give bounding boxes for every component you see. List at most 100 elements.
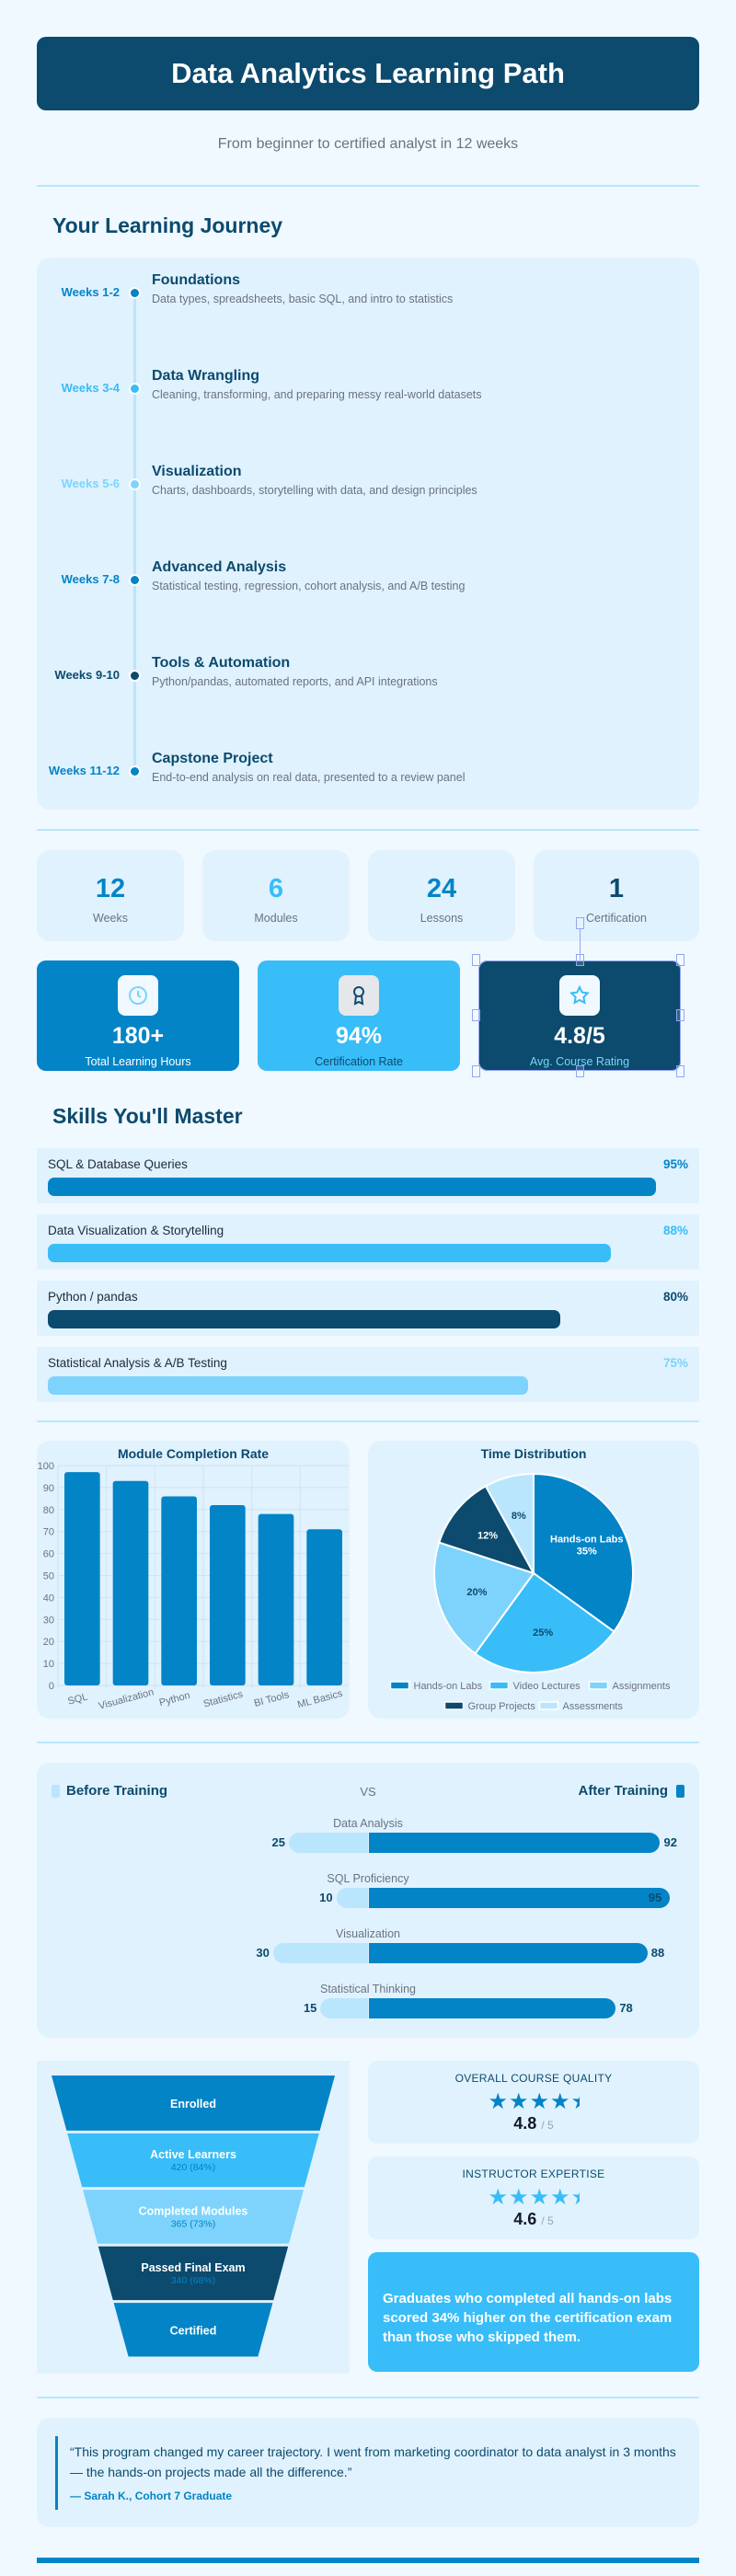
highlight-label: Certification Rate (315, 1055, 403, 1068)
resize-handle[interactable] (676, 954, 684, 966)
y-tick-label: 0 (49, 1681, 54, 1692)
resize-handle[interactable] (472, 1065, 480, 1077)
legend-after: After Training (578, 1783, 668, 1799)
y-tick-label: 90 (43, 1483, 54, 1494)
stat-value: 12 (95, 874, 126, 903)
resize-handle[interactable] (576, 954, 584, 966)
stat-label: Lessons (420, 912, 464, 925)
pie-slice[interactable] (433, 1541, 535, 1655)
highlight-label: Total Learning Hours (85, 1055, 191, 1068)
funnel-stage[interactable] (98, 2246, 289, 2301)
resize-handle[interactable] (472, 1009, 480, 1021)
funnel-stage[interactable] (113, 2303, 273, 2357)
after-value: 88 (650, 1946, 665, 1960)
y-tick-label: 60 (43, 1549, 54, 1560)
timeline-desc: Statistical testing, regression, cohort … (152, 580, 466, 592)
funnel-stage-label: Passed Final Exam (141, 2261, 245, 2274)
rotate-handle-line (580, 928, 581, 960)
resize-handle[interactable] (576, 917, 584, 929)
x-tick-label: ML Basics (296, 1688, 344, 1711)
funnel-stage-label: Completed Modules (139, 2205, 248, 2218)
bar[interactable] (258, 1513, 294, 1685)
slice-label: 20% (466, 1587, 487, 1598)
timeline-item: Weeks 3-4 Data Wrangling Cleaning, transfo… (0, 368, 699, 412)
pie-slice[interactable] (484, 1472, 535, 1574)
journey-heading: Your Learning Journey (52, 213, 283, 237)
divider (37, 185, 699, 187)
after-bar[interactable] (369, 1833, 661, 1853)
slice-label: 35% (577, 1547, 597, 1558)
skills-heading: Skills You'll Master (52, 1104, 243, 1128)
bar[interactable] (306, 1529, 342, 1685)
pie-slice[interactable] (438, 1485, 536, 1575)
timeline-weeks: Weeks 7-8 (61, 572, 120, 586)
pie-slice[interactable] (474, 1571, 615, 1673)
bar[interactable] (161, 1496, 197, 1685)
legend-label[interactable]: Group Projects (468, 1701, 536, 1712)
legend-label[interactable]: Hands-on Labs (414, 1681, 483, 1692)
legend-swatch (588, 1681, 609, 1690)
after-bar[interactable] (369, 1888, 670, 1908)
testimonial-quote: “This program changed my career trajecto… (70, 2444, 676, 2479)
timeline-line (133, 296, 136, 775)
after-bar[interactable] (369, 1943, 648, 1963)
rating-title: OVERALL COURSE QUALITY (454, 2072, 613, 2085)
legend-label[interactable]: Assessments (563, 1701, 624, 1712)
resize-handle[interactable] (576, 1065, 584, 1077)
funnel-stage[interactable] (52, 2076, 335, 2131)
highlight-value: 94% (335, 1023, 383, 1049)
resize-handle[interactable] (472, 954, 480, 966)
funnel-stage[interactable] (67, 2133, 319, 2188)
timeline-desc: Data types, spreadsheets, basic SQL, and… (152, 293, 454, 305)
bar[interactable] (64, 1472, 100, 1685)
funnel-stage[interactable] (83, 2190, 304, 2244)
star-half-icon: ★ (571, 2186, 580, 2210)
timeline-title: Visualization (152, 464, 242, 479)
y-tick-label: 20 (43, 1637, 54, 1648)
star-icon (559, 975, 600, 1016)
legend-swatch-before (52, 1785, 60, 1798)
slice-label: 8% (512, 1511, 526, 1522)
timeline-item: Weeks 1-2 Foundations Data types, spreadsh… (0, 272, 699, 316)
timeline-item: Weeks 7-8 Advanced Analysis Statistical te… (0, 559, 699, 604)
clock-icon (118, 975, 158, 1016)
before-bar[interactable] (289, 1833, 368, 1853)
after-value: 92 (663, 1835, 677, 1849)
after-bar[interactable] (369, 1998, 616, 2018)
skill-progress-bar (48, 1244, 612, 1262)
timeline-desc: Cleaning, transforming, and preparing me… (152, 388, 482, 401)
timeline-dot (129, 383, 141, 395)
divider (37, 1420, 699, 1422)
bar[interactable] (210, 1505, 246, 1685)
star-full-icon: ★ (488, 2089, 509, 2114)
after-value: 95 (648, 1891, 662, 1904)
bar[interactable] (112, 1480, 149, 1685)
legend-swatch (443, 1701, 465, 1710)
timeline-weeks: Weeks 9-10 (54, 668, 120, 682)
legend-swatch-after (676, 1785, 684, 1798)
timeline-weeks: Weeks 11-12 (48, 764, 120, 777)
timeline-card (37, 258, 699, 810)
legend-label[interactable]: Video Lectures (513, 1681, 581, 1692)
x-tick-label: SQL (66, 1691, 88, 1707)
before-value: 25 (271, 1835, 285, 1849)
legend-label[interactable]: Assignments (613, 1681, 671, 1692)
timeline-desc: Python/pandas, automated reports, and AP… (152, 675, 438, 688)
timeline-dot (129, 287, 141, 299)
before-bar[interactable] (272, 1943, 368, 1963)
resize-handle[interactable] (676, 1009, 684, 1021)
stat-value: 24 (426, 874, 457, 903)
star-full-icon: ★ (529, 2185, 551, 2210)
pie-slice[interactable] (533, 1472, 634, 1633)
rating-max: / 5 (541, 2119, 554, 2132)
divider (37, 2397, 699, 2398)
resize-handle[interactable] (676, 1065, 684, 1077)
star-full-icon: ★ (488, 2185, 509, 2210)
highlight-card: 94% Certification Rate (258, 960, 460, 1071)
before-bar[interactable] (336, 1888, 368, 1908)
star-half-icon: ★ (571, 2090, 580, 2114)
skill-label: Statistical Analysis & A/B Testing (48, 1356, 227, 1370)
before-bar[interactable] (320, 1998, 368, 2018)
